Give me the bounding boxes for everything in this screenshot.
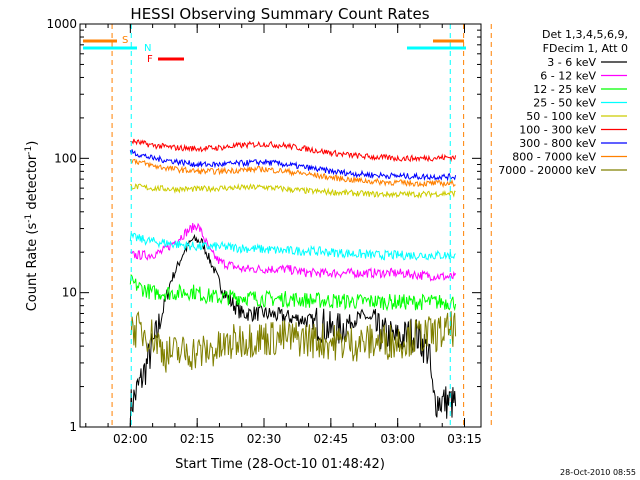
series-line-50-100-kev <box>130 183 456 199</box>
y-axis-label-end: ) <box>25 141 40 146</box>
plot-area: S NF 1 10 100 1000 02:00 02:15 02:30 02:45 03:00… <box>46 17 492 446</box>
series-line-6-12-kev <box>129 222 457 282</box>
n-marker-label: N <box>144 43 151 54</box>
legend-label-12-25-kev: 12 - 25 keV <box>533 83 596 96</box>
y-axis-label-mid: detector <box>25 154 40 214</box>
timestamp: 28-Oct-2010 08:55 <box>560 468 636 477</box>
legend: Det 1,3,4,5,6,9, FDecim 1, Att 0 3 - 6 k… <box>498 28 628 177</box>
y-axis: 1 10 100 1000 <box>46 17 481 434</box>
marker-layer: S NF <box>83 24 492 427</box>
series-line-100-300-kev <box>130 138 457 163</box>
y-tick-label: 1000 <box>46 17 77 31</box>
s-marker-label: S <box>122 35 128 46</box>
y-axis-label-sup2: -1 <box>24 146 34 155</box>
f-marker-label: F <box>147 54 153 65</box>
y-axis-label-sup1: -1 <box>24 214 34 223</box>
x-tick-label: 02:30 <box>247 432 282 446</box>
legend-label-7000-20000-kev: 7000 - 20000 keV <box>498 164 596 177</box>
series-line-25-50-kev <box>129 232 456 261</box>
legend-label-800-7000-kev: 800 - 7000 keV <box>512 151 596 164</box>
y-tick-label: 1 <box>69 420 77 434</box>
legend-label-50-100-kev: 50 - 100 keV <box>526 110 596 123</box>
x-tick-label: 02:00 <box>113 432 148 446</box>
legend-label-100-300-kev: 100 - 300 keV <box>519 124 596 137</box>
series-line-12-25-kev <box>129 273 457 312</box>
x-tick-label: 03:15 <box>447 432 482 446</box>
chart-title: HESSI Observing Summary Count Rates <box>130 5 429 23</box>
series-layer <box>129 138 457 427</box>
x-tick-label: 03:00 <box>380 432 415 446</box>
x-tick-label: 02:45 <box>314 432 349 446</box>
series-line-3-6-kev <box>129 233 457 427</box>
legend-label-25-50-kev: 25 - 50 keV <box>533 97 596 110</box>
legend-header-line-1: Det 1,3,4,5,6,9, <box>542 28 628 41</box>
series-line-800-7000-kev <box>129 158 456 189</box>
legend-label-300-800-kev: 300 - 800 keV <box>519 137 596 150</box>
plot-frame <box>79 23 482 428</box>
y-axis-label-main: Count Rate (s <box>25 223 40 312</box>
x-axis-label: Start Time (28-Oct-10 01:48:42) <box>175 457 385 472</box>
legend-header-line-2: FDecim 1, Att 0 <box>543 42 628 55</box>
x-tick-label: 02:15 <box>180 432 215 446</box>
legend-label-6-12-kev: 6 - 12 keV <box>540 70 596 83</box>
y-tick-label: 100 <box>54 151 77 165</box>
x-axis: 02:00 02:15 02:30 02:45 03:00 03:15 <box>85 24 482 446</box>
y-axis-label: Count Rate (s-1 detector-1) <box>24 141 40 312</box>
series-line-300-800-kev <box>129 149 457 182</box>
series-line-7000-20000-kev <box>130 310 457 373</box>
y-tick-label: 10 <box>62 286 77 300</box>
legend-label-3-6-kev: 3 - 6 keV <box>547 56 596 69</box>
